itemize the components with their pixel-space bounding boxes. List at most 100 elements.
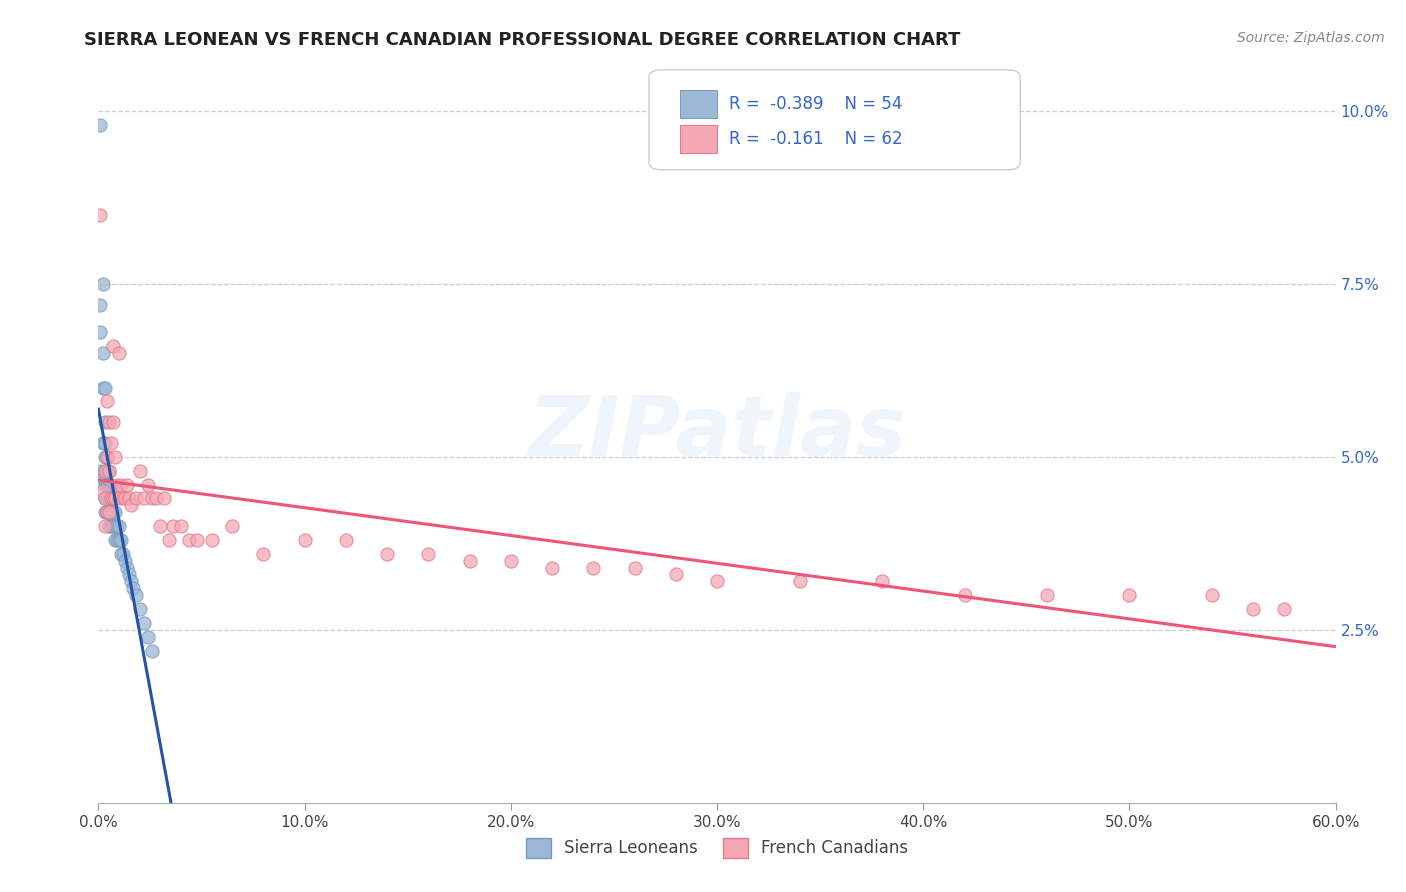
Point <box>93 519 115 533</box>
Point <box>541 560 564 574</box>
Point <box>201 533 224 547</box>
Text: SIERRA LEONEAN VS FRENCH CANADIAN PROFESSIONAL DEGREE CORRELATION CHART: SIERRA LEONEAN VS FRENCH CANADIAN PROFES… <box>84 31 960 49</box>
Point <box>1201 588 1223 602</box>
Point <box>623 560 645 574</box>
Text: Source: ZipAtlas.com: Source: ZipAtlas.com <box>1237 31 1385 45</box>
Point <box>128 602 150 616</box>
Point <box>582 560 605 574</box>
Point <box>118 491 141 506</box>
Bar <box>681 90 717 118</box>
Point <box>101 415 124 429</box>
Point <box>136 630 159 644</box>
Point <box>104 533 127 547</box>
Point <box>157 533 180 547</box>
Point <box>117 477 139 491</box>
Point <box>118 567 141 582</box>
Point <box>97 505 120 519</box>
Point <box>953 588 976 602</box>
Bar <box>681 125 717 153</box>
Point <box>93 415 115 429</box>
Point <box>104 519 127 533</box>
Point <box>89 118 111 132</box>
Point <box>91 381 114 395</box>
Point <box>100 491 122 506</box>
Point <box>93 450 115 464</box>
Point <box>1118 588 1140 602</box>
Point <box>120 574 142 589</box>
Point <box>706 574 728 589</box>
Legend: Sierra Leoneans, French Canadians: Sierra Leoneans, French Canadians <box>519 831 915 865</box>
Point <box>100 491 122 506</box>
Point <box>89 208 111 222</box>
Point <box>96 450 118 464</box>
Point <box>100 505 122 519</box>
Point <box>96 505 118 519</box>
Point <box>108 491 131 506</box>
Point <box>252 547 274 561</box>
Point <box>162 519 184 533</box>
Point <box>89 464 111 478</box>
Point <box>89 326 111 340</box>
Point <box>105 519 128 533</box>
Point <box>132 491 155 506</box>
Point <box>104 450 127 464</box>
Point <box>101 491 124 506</box>
Point <box>93 491 115 506</box>
Point <box>93 477 115 491</box>
Point <box>97 464 120 478</box>
Point <box>294 533 316 547</box>
Point <box>96 477 118 491</box>
Point <box>221 519 243 533</box>
Point <box>665 567 688 582</box>
Point <box>108 346 131 360</box>
Point <box>93 491 115 506</box>
Point <box>96 491 118 506</box>
Point <box>153 491 176 506</box>
Point <box>499 554 522 568</box>
Point <box>97 505 120 519</box>
Point <box>141 643 163 657</box>
Point <box>179 533 201 547</box>
Point <box>93 464 115 478</box>
Point <box>96 394 118 409</box>
Text: R =  -0.389    N = 54: R = -0.389 N = 54 <box>730 95 903 113</box>
Point <box>110 547 132 561</box>
Point <box>89 297 111 311</box>
Point <box>97 415 120 429</box>
Point <box>96 464 118 478</box>
Point <box>101 505 124 519</box>
Point <box>93 381 115 395</box>
Point <box>335 533 357 547</box>
Text: R =  -0.161    N = 62: R = -0.161 N = 62 <box>730 129 903 148</box>
Point <box>789 574 811 589</box>
Point <box>1241 602 1264 616</box>
Point <box>91 484 114 499</box>
Point <box>93 464 115 478</box>
Point <box>91 277 114 291</box>
Point <box>93 436 115 450</box>
Point <box>101 519 124 533</box>
Point <box>141 491 163 506</box>
Point <box>100 477 122 491</box>
Point <box>120 498 142 512</box>
Point <box>110 533 132 547</box>
Point <box>108 533 131 547</box>
Point <box>112 491 135 506</box>
Point <box>186 533 208 547</box>
Point <box>97 491 120 506</box>
Point <box>124 491 146 506</box>
Point <box>132 615 155 630</box>
Point <box>117 560 139 574</box>
Point <box>104 505 127 519</box>
Point <box>1272 602 1295 616</box>
Text: ZIPatlas: ZIPatlas <box>529 392 905 473</box>
Point <box>114 491 136 506</box>
Point <box>104 491 127 506</box>
Point <box>91 346 114 360</box>
Point <box>112 547 135 561</box>
Point <box>91 470 114 484</box>
Point <box>870 574 893 589</box>
Point <box>101 491 124 506</box>
Point <box>96 505 118 519</box>
Point <box>149 519 172 533</box>
